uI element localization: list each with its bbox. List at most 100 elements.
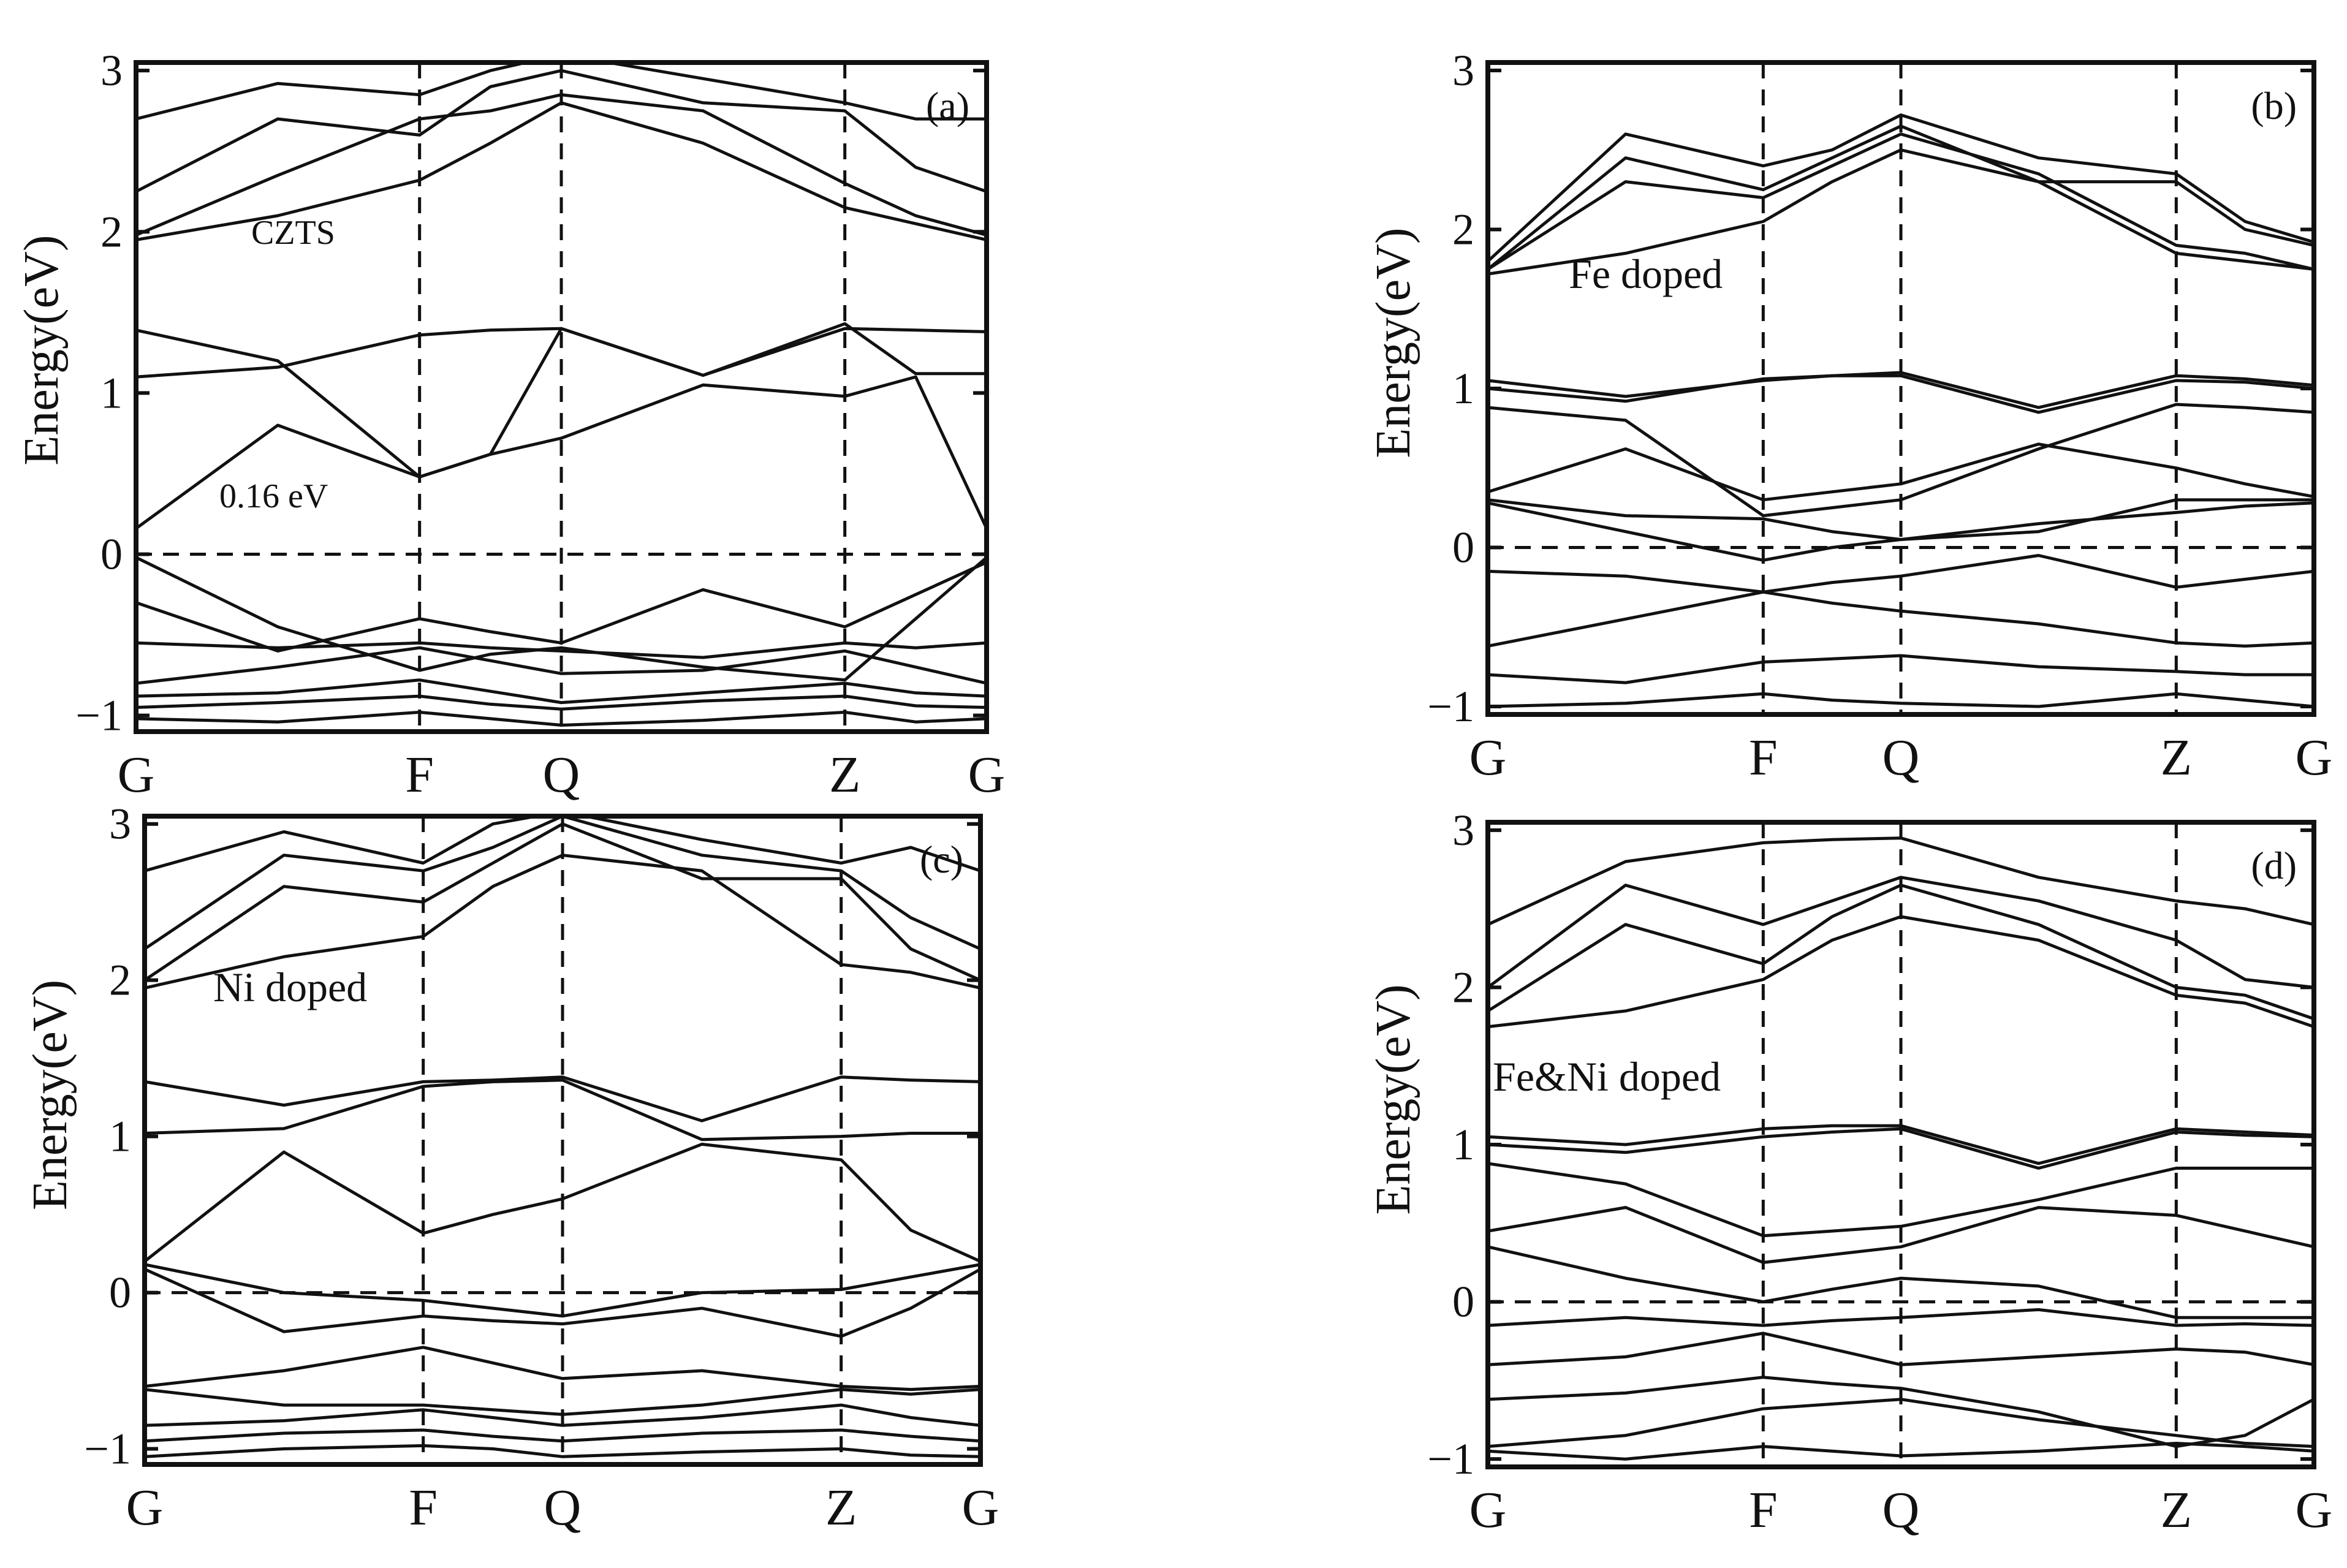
bands [136,62,987,727]
y-tick-label: 0 [1452,1278,1474,1327]
kpoint-label-G: G [1469,729,1507,786]
kpoint-label-Z: Z [825,1479,857,1536]
y-tick-label: −1 [1427,682,1474,731]
band-line-13 [1488,876,2314,989]
band-line-1 [1488,1442,2314,1461]
kpoint-label-F: F [405,746,434,803]
band-line-11 [136,101,987,241]
y-axis-title: Energy(eV) [23,980,77,1210]
band-line-3 [1488,1376,2314,1449]
band-line-12 [145,822,980,982]
kpoint-label-G: G [1469,1482,1507,1539]
kpoint-label-G: G [118,746,155,803]
y-tick-label: −1 [1427,1434,1474,1483]
annotation-label: CZTS [251,214,335,252]
band-line-10 [1488,371,2314,409]
band-line-12 [1488,132,2314,271]
band-line-14 [1488,113,2314,263]
band-line-4 [1488,554,2314,594]
y-tick-label: 3 [1452,806,1474,855]
band-line-11 [145,854,980,990]
y-tick-label: 0 [1452,523,1474,572]
kpoint-label-Q: Q [1883,1482,1920,1539]
band-line-13 [145,816,980,950]
band-line-12 [1488,884,2314,1021]
panel-label: (c) [920,838,963,881]
band-line-14 [145,816,980,873]
y-tick-label: 0 [109,1268,131,1317]
y-tick-label: 3 [1452,46,1474,95]
annotation-label: 0.16 eV [219,477,328,515]
y-tick-label: 2 [1452,963,1474,1012]
bands [145,816,980,1458]
band-line-9 [1488,1127,2314,1170]
y-tick-label: 2 [1452,205,1474,254]
band-line-9 [145,1078,980,1142]
kpoint-label-G: G [962,1479,999,1536]
bands [1488,113,2314,708]
kpoint-label-G: G [126,1479,164,1536]
panel-b: −1 0 1 2 3 G F Q Z G Energy(eV) (b) Fe doped [1367,46,2332,786]
annotation-label: Fe doped [1569,251,1723,297]
y-tick-label: 0 [100,530,123,579]
band-line-8 [136,375,987,530]
band-line-3 [136,678,987,705]
kpoint-label-Q: Q [1883,729,1920,786]
y-tick-label: 1 [1452,364,1474,413]
band-line-6 [1488,498,2314,541]
band-line-1 [1488,692,2314,708]
band-line-10 [145,1075,980,1123]
kpoint-label-Z: Z [829,746,860,803]
band-line-4 [136,646,987,685]
annotation-label: Fe&Ni doped [1493,1053,1721,1100]
y-tick-label: 1 [109,1112,131,1161]
band-line-5 [145,1346,980,1392]
band-line-3 [145,1403,980,1427]
band-line-14 [1488,836,2314,926]
band-line-8 [145,1142,980,1263]
panel-label: (d) [2251,844,2297,887]
kpoint-label-F: F [1749,1482,1778,1539]
band-line-4 [1488,1331,2314,1366]
kpoint-label-Q: Q [544,1479,582,1536]
kpoint-label-Q: Q [543,746,580,803]
band-line-7 [1488,1206,2314,1264]
y-tick-label: 1 [100,368,123,417]
y-tick-label: −1 [84,1425,131,1474]
band-line-11 [1488,148,2314,276]
band-line-7 [1488,442,2314,502]
kpoint-label-F: F [409,1479,438,1536]
band-line-6 [145,1268,980,1338]
plot-frame [142,814,983,1467]
y-axis-title: Energy(eV) [1367,984,1420,1214]
band-line-1 [136,710,987,727]
kpoint-label-Z: Z [2161,729,2192,786]
kpoint-label-G: G [2296,729,2333,786]
panel-a: −1 0 1 2 3 G F Q Z G Energy(eV) (a) CZTS 0.16 eV [15,46,1005,803]
panel-c: −1 0 1 2 3 G F Q Z G Energy(eV) (c) Ni doped [23,800,999,1536]
kpoint-label-F: F [1749,729,1778,786]
y-axis-title: Energy(eV) [15,235,69,465]
y-tick-label: −1 [75,691,123,740]
band-line-7 [136,556,987,682]
band-line-2 [136,694,987,711]
y-tick-label: 1 [1452,1120,1474,1169]
band-line-3 [1488,590,2314,648]
band-line-12 [136,93,987,237]
y-tick-label: 2 [100,207,123,256]
kpoint-label-G: G [968,746,1006,803]
band-line-2 [145,1428,980,1443]
band-line-10 [1488,1124,2314,1165]
band-line-2 [1488,654,2314,684]
y-tick-label: 3 [100,46,123,95]
band-line-5 [1488,1308,2314,1327]
band-line-9 [1488,374,2314,414]
annotation-label: Ni doped [213,964,367,1010]
y-tick-label: 2 [109,956,131,1005]
band-line-7 [145,1263,980,1318]
band-line-13 [1488,124,2314,271]
panel-d: −1 0 1 2 3 G F Q Z G Energy(eV) (d) Fe&Ni doped [1367,806,2332,1539]
band-line-2 [1488,1398,2314,1449]
band-line-13 [136,69,987,193]
band-line-10 [136,322,987,479]
